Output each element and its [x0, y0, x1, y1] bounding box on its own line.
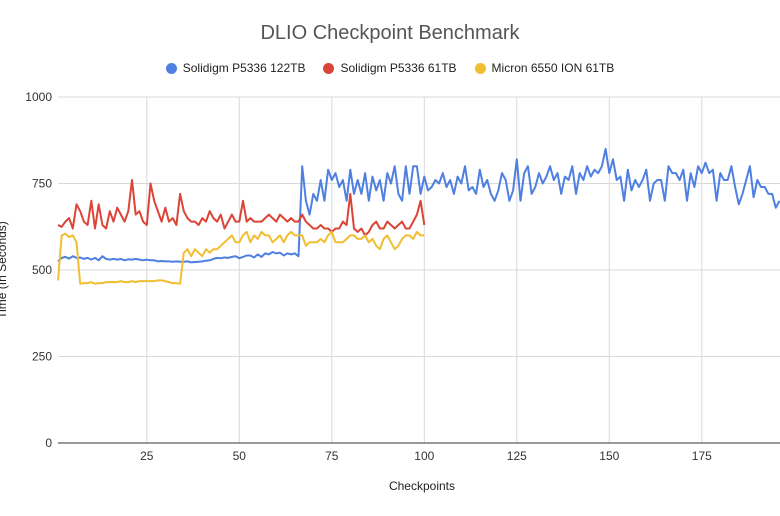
legend-label-micron-61tb: Micron 6550 ION 61TB	[491, 61, 615, 75]
legend-label-solidigm-122tb: Solidigm P5336 122TB	[182, 61, 306, 75]
legend-swatch-solidigm-122tb	[165, 62, 177, 74]
x-tick-label: 150	[599, 449, 619, 463]
legend-label-solidigm-61tb: Solidigm P5336 61TB	[340, 61, 457, 75]
x-tick-label: 25	[140, 449, 154, 463]
chart-title: DLIO Checkpoint Benchmark	[260, 22, 520, 44]
y-tick-label: 0	[45, 436, 52, 450]
legend: Solidigm P5336 122TB Solidigm P5336 61TB…	[0, 61, 780, 75]
series-line-micron-61tb	[57, 230, 425, 285]
x-tick-label: 125	[507, 449, 527, 463]
series-lines	[57, 147, 780, 285]
x-tick-label: 175	[692, 449, 712, 463]
y-tick-label: 250	[32, 350, 52, 364]
legend-item-solidigm-61tb: Solidigm P5336 61TB	[323, 61, 457, 75]
x-axis-title: Checkpoints	[389, 479, 455, 493]
legend-item-solidigm-122tb: Solidigm P5336 122TB	[165, 61, 306, 75]
y-axis-title: Time (In Seconds)	[0, 221, 9, 319]
y-tick-label: 500	[32, 263, 52, 277]
series-line-solidigm-122tb	[57, 147, 780, 264]
series-line-solidigm-61tb	[57, 179, 426, 237]
legend-swatch-micron-61tb	[474, 62, 486, 74]
grid-lines	[58, 96, 780, 444]
x-tick-labels: 25 50 75 100 125 150 175	[140, 449, 712, 463]
x-tick-label: 50	[233, 449, 247, 463]
legend-swatch-solidigm-61tb	[323, 62, 335, 74]
x-tick-label: 100	[414, 449, 434, 463]
y-tick-label: 750	[32, 177, 52, 191]
x-tick-label: 75	[325, 449, 339, 463]
y-tick-labels: 0 250 500 750 1000	[25, 90, 52, 450]
legend-item-micron-61tb: Micron 6550 ION 61TB	[474, 61, 615, 75]
y-tick-label: 1000	[25, 90, 52, 104]
